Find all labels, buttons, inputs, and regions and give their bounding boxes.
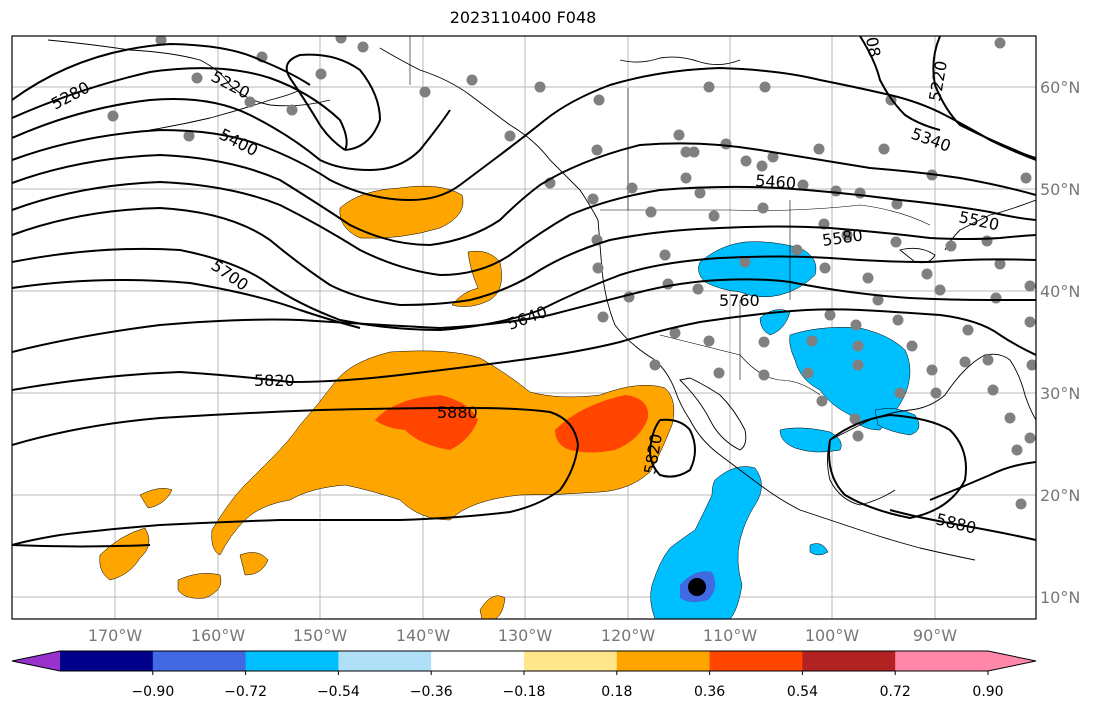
- colorbar-tick-label: −0.18: [503, 684, 546, 700]
- colorbar: −0.90 −0.72 −0.54 −0.36 −0.18 0.18 0.36 0.54 0.7…: [11, 650, 1037, 700]
- map-title: 2023110400 F048: [449, 8, 597, 27]
- contour-label: 5760: [719, 291, 760, 310]
- tick-label: 100°W: [805, 626, 860, 645]
- colorbar-segment: [431, 651, 525, 671]
- colorbar-segment: [524, 651, 618, 671]
- storm-center-marker: [688, 578, 706, 596]
- tick-label: 140°W: [396, 626, 451, 645]
- tick-label: 50°N: [1040, 180, 1080, 199]
- colorbar-extend-min: [12, 651, 60, 671]
- contour-label: 5700: [208, 256, 252, 295]
- colorbar-extend-max: [988, 651, 1036, 671]
- colorbar-tick-label: 0.36: [694, 684, 725, 700]
- longitude-ticks: 170°W 160°W 150°W 140°W 130°W 120°W 110°…: [88, 626, 957, 645]
- contour-label: 5400: [216, 125, 261, 160]
- tick-label: 40°N: [1040, 282, 1080, 301]
- colorbar-tick-label: −0.90: [131, 684, 174, 700]
- tick-label: 170°W: [88, 626, 143, 645]
- colorbar-tick-label: −0.36: [410, 684, 453, 700]
- contour-label: 5460: [755, 171, 797, 193]
- station-markers: [107, 36, 1036, 510]
- contour-label: 5520: [957, 207, 1001, 234]
- colorbar-tick-label: 0.90: [972, 684, 1003, 700]
- contour-label: 5280: [48, 78, 93, 114]
- tick-label: 150°W: [293, 626, 348, 645]
- colorbar-segment: [709, 651, 803, 671]
- tick-label: 90°W: [913, 626, 957, 645]
- coastlines: [47, 39, 1036, 561]
- height-contours: [12, 36, 1036, 548]
- colorbar-segment: [616, 651, 711, 671]
- tick-label: 60°N: [1040, 78, 1080, 97]
- tick-label: 130°W: [498, 626, 553, 645]
- tick-label: 110°W: [703, 626, 758, 645]
- tick-label: 20°N: [1040, 486, 1080, 505]
- contour-label: 5340: [909, 124, 954, 156]
- contour-label: 08: [862, 35, 884, 58]
- colorbar-tick-label: 0.18: [601, 684, 632, 700]
- contour-label: 5580: [821, 225, 864, 249]
- colorbar-tick-label: −0.72: [224, 684, 267, 700]
- colorbar-outline: [11, 650, 1037, 672]
- colorbar-tick-label: 0.54: [787, 684, 818, 700]
- colorbar-segment: [338, 651, 432, 671]
- contour-label: 5880: [437, 403, 478, 422]
- tick-label: 120°W: [601, 626, 656, 645]
- colorbar-segment: [60, 651, 154, 671]
- colorbar-tick-label: 0.72: [880, 684, 911, 700]
- tick-label: 10°N: [1040, 588, 1080, 607]
- colorbar-tick-label: −0.54: [317, 684, 360, 700]
- contour-label: 5640: [505, 302, 550, 334]
- colorbar-segment: [895, 651, 989, 671]
- colorbar-segment: [245, 651, 339, 671]
- contour-label: 5220: [925, 59, 951, 102]
- latitude-ticks: 60°N 50°N 40°N 30°N 20°N 10°N: [1040, 78, 1080, 607]
- negative-anomaly-fill: [650, 241, 920, 619]
- colorbar-segment: [152, 651, 247, 671]
- map-frame: [11, 35, 1037, 620]
- contour-label: 5880: [934, 509, 978, 537]
- contour-label: 5820: [254, 371, 295, 390]
- colorbar-segment: [802, 651, 896, 671]
- tick-label: 160°W: [191, 626, 246, 645]
- tick-label: 30°N: [1040, 384, 1080, 403]
- positive-anomaly-fill: [99, 185, 675, 619]
